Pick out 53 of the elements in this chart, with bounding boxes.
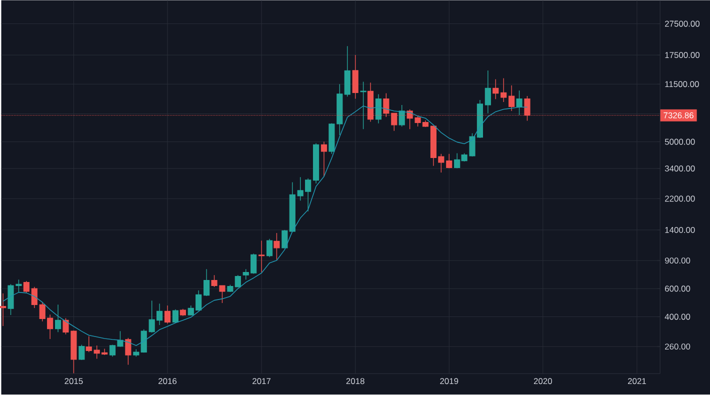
y-tick-label: 5000.00 [664, 139, 695, 145]
y-tick-label: 2200.00 [665, 196, 695, 202]
candlestick [227, 284, 234, 293]
candlestick [516, 90, 522, 116]
y-tick-label: 11500.00 [665, 81, 699, 88]
candlestick [266, 238, 273, 258]
x-tick-label: 2016 [158, 378, 177, 384]
candlestick [274, 232, 280, 260]
candlestick [289, 182, 296, 232]
candlestick [78, 344, 85, 361]
x-tick-label: 2017 [252, 378, 271, 384]
y-tick-label: 17500.00 [665, 52, 700, 58]
candlestick [133, 349, 140, 358]
candlestick [320, 142, 328, 178]
candlestick [282, 230, 288, 249]
candlestick [360, 82, 366, 130]
candlestick [258, 240, 265, 273]
candlestick [23, 280, 30, 294]
candlestick [336, 84, 343, 136]
candlestick [446, 154, 452, 169]
candlestick [180, 308, 186, 316]
candlestick [492, 79, 499, 100]
candlestick [234, 274, 241, 288]
candlestick [204, 268, 210, 297]
y-tick-label: 400.00 [664, 314, 690, 320]
ref-line-label: 7326.86 [664, 112, 694, 119]
y-tick-label: 260.00 [665, 344, 690, 350]
y-tick-label: 27500.00 [665, 20, 700, 27]
candlestick [398, 104, 405, 128]
candlestick [344, 46, 350, 98]
candlestick [172, 309, 179, 324]
candlestick [125, 338, 132, 366]
line-series [2, 106, 528, 346]
x-tick-label: 2015 [64, 378, 83, 384]
y-tick-label: 1400.00 [665, 227, 695, 234]
candlestick [352, 54, 358, 100]
candlestick [54, 304, 62, 333]
x-tick-label: 2018 [346, 378, 364, 384]
candlestick [500, 78, 507, 103]
candlestick [86, 336, 92, 353]
x-tick-label: 2021 [628, 378, 646, 384]
candlestick [375, 94, 382, 124]
candlestick [312, 143, 320, 184]
candlestick [484, 70, 491, 114]
y-tick-label: 600.00 [665, 286, 690, 292]
y-tick-label: 3400.00 [664, 166, 695, 172]
candlestick [0, 293, 6, 327]
y-tick-label: 900.00 [664, 258, 690, 264]
x-tick-label: 2020 [534, 378, 552, 384]
candlestick [508, 85, 515, 112]
candlestick [164, 305, 171, 324]
x-tick-label: 2019 [440, 378, 458, 384]
candlestick [328, 123, 335, 154]
